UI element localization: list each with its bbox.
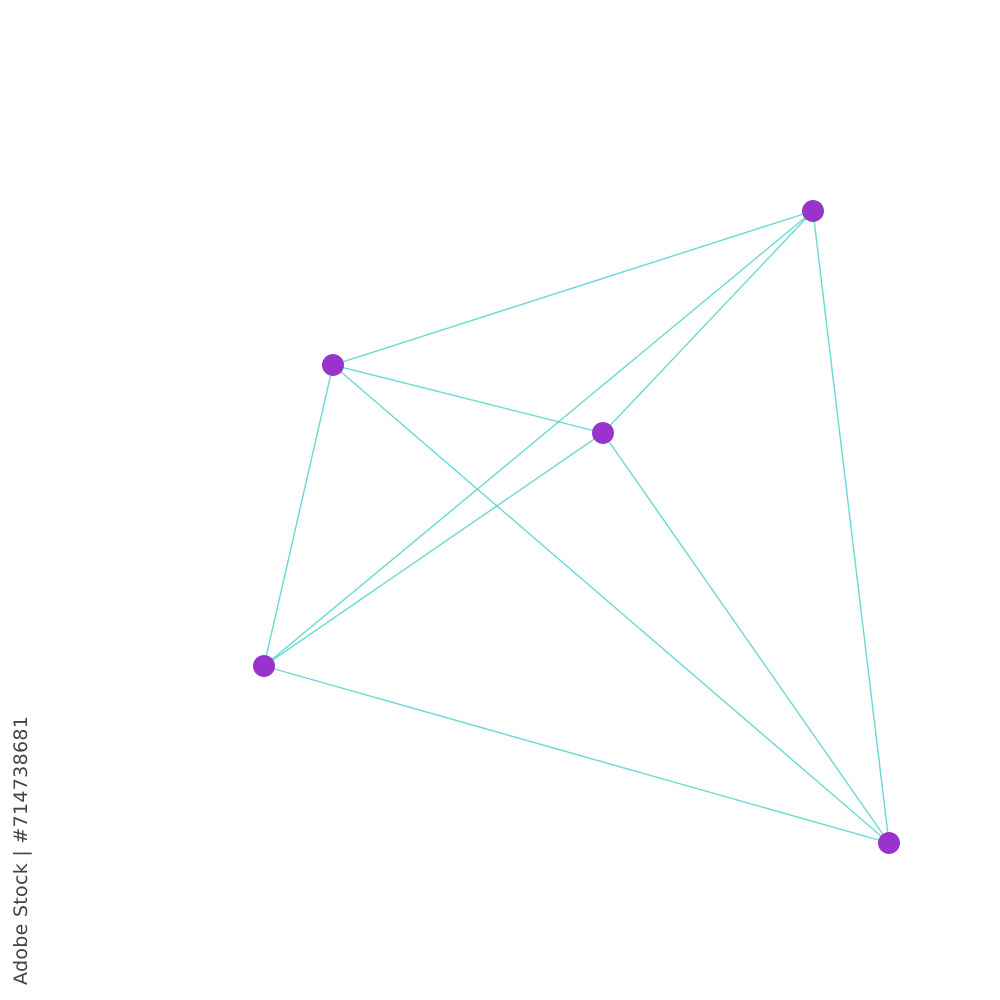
edge-A-D (263, 210, 814, 667)
node-B (322, 354, 344, 376)
edges (263, 210, 890, 844)
node-E (878, 832, 900, 854)
nodes (253, 200, 900, 854)
watermark: Adobe Stock | #714738681 (10, 715, 32, 985)
edge-A-B (332, 210, 814, 366)
node-D (253, 655, 275, 677)
edge-C-D (263, 432, 604, 667)
edge-D-E (263, 665, 890, 844)
edge-B-E (332, 364, 890, 844)
edge-A-C (602, 210, 814, 434)
edge-B-C (332, 364, 604, 434)
edge-C-E (602, 432, 890, 844)
node-A (802, 200, 824, 222)
edge-B-D (263, 364, 334, 667)
node-C (592, 422, 614, 444)
edge-A-E (812, 210, 890, 844)
